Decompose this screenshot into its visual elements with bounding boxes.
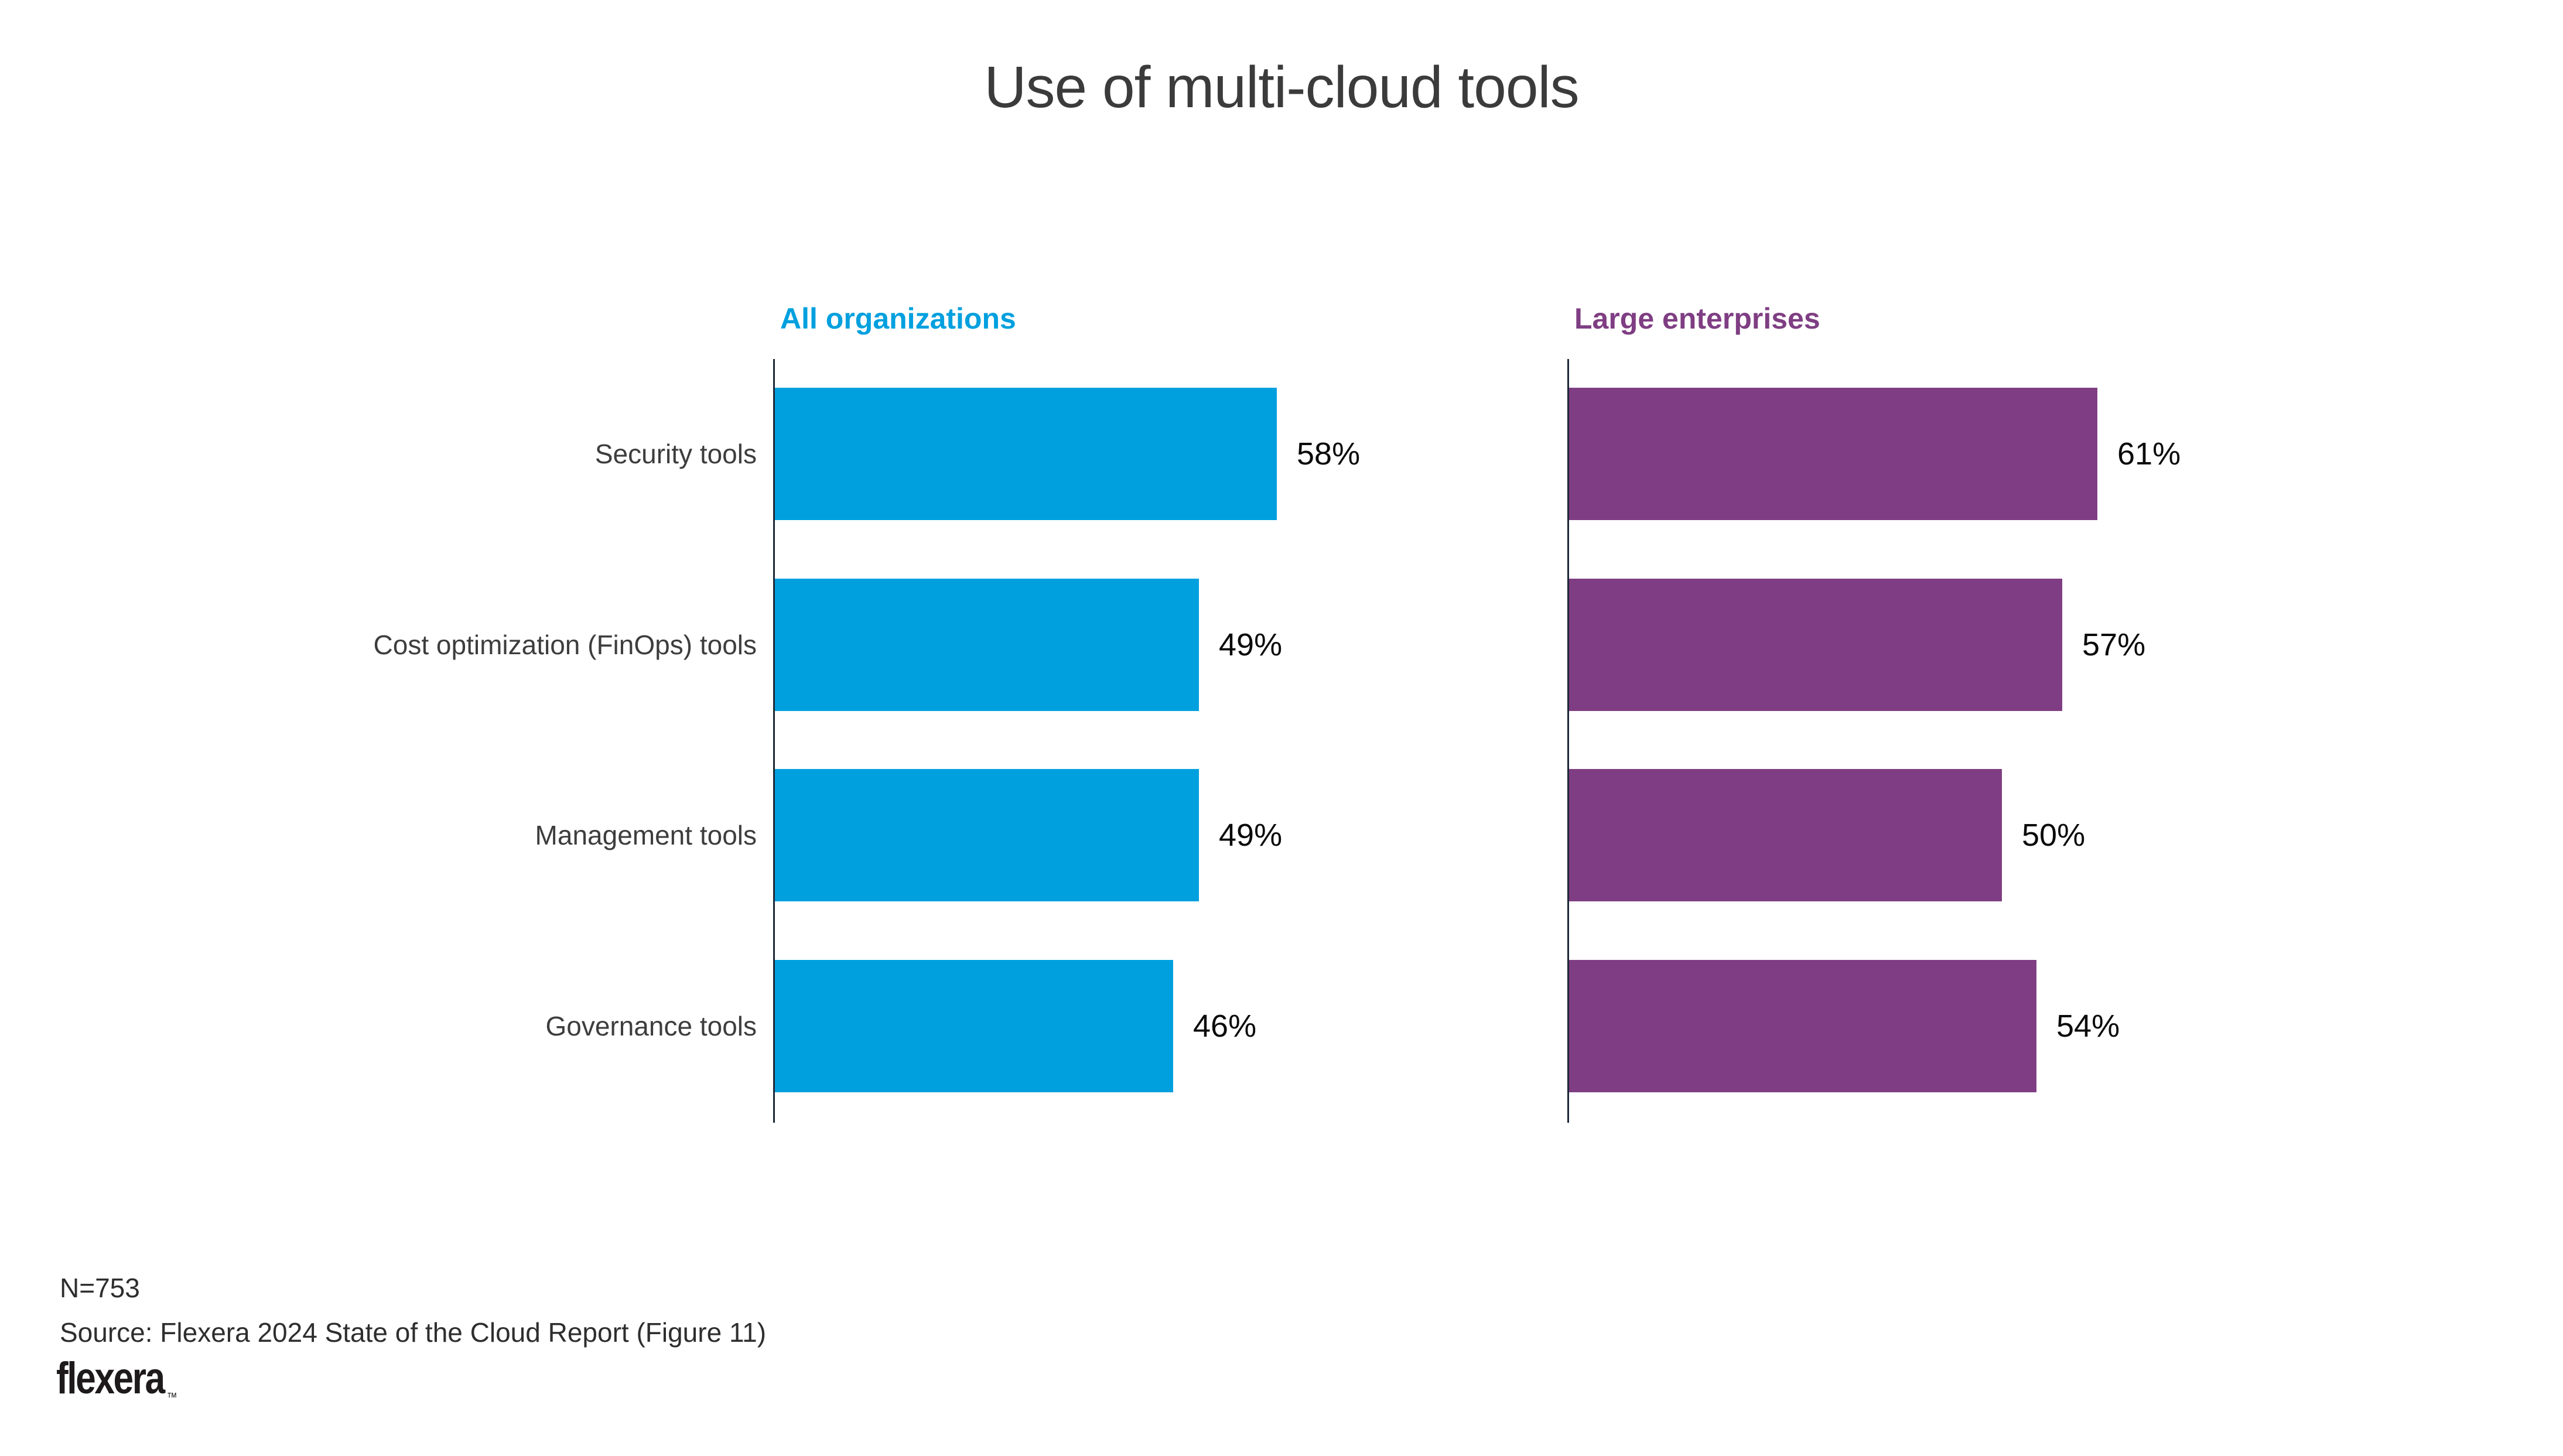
category-label-governance-tools: Governance tools — [545, 1011, 757, 1041]
panel-header-all-organizations: All organizations — [780, 302, 1016, 335]
flexera-logo: flexera ™ — [56, 1354, 177, 1411]
value-label-governance-tools-large-enterprises: 54% — [2056, 1009, 2120, 1044]
source-note: Source: Flexera 2024 State of the Cloud … — [60, 1317, 767, 1348]
category-label-cost-optimization-finops-tools: Cost optimization (FinOps) tools — [373, 630, 757, 660]
bar-governance-tools-all-organizations — [775, 960, 1173, 1092]
value-label-cost-optimization-finops-tools-large-enterprises: 57% — [2082, 627, 2146, 662]
axis-line-all-organizations — [773, 359, 775, 1123]
category-label-security-tools: Security tools — [594, 439, 757, 469]
bar-management-tools-all-organizations — [775, 769, 1199, 901]
value-label-management-tools-all-organizations: 49% — [1219, 818, 1283, 853]
value-label-management-tools-large-enterprises: 50% — [2022, 818, 2086, 853]
value-label-governance-tools-all-organizations: 46% — [1193, 1009, 1257, 1044]
value-label-cost-optimization-finops-tools-all-organizations: 49% — [1219, 627, 1283, 662]
value-label-security-tools-all-organizations: 58% — [1297, 436, 1361, 471]
bar-security-tools-large-enterprises — [1569, 388, 2097, 520]
bar-management-tools-large-enterprises — [1569, 769, 2002, 901]
bar-security-tools-all-organizations — [775, 388, 1277, 520]
axis-line-large-enterprises — [1567, 359, 1569, 1123]
sample-size-note: N=753 — [60, 1273, 140, 1303]
bar-cost-optimization-finops-tools-large-enterprises — [1569, 579, 2062, 711]
bar-cost-optimization-finops-tools-all-organizations — [775, 579, 1199, 711]
value-label-security-tools-large-enterprises: 61% — [2117, 436, 2181, 471]
bar-governance-tools-large-enterprises — [1569, 960, 2036, 1092]
flexera-logo-text: flexera — [56, 1354, 165, 1403]
panel-header-large-enterprises: Large enterprises — [1574, 302, 1820, 335]
chart-title: Use of multi-cloud tools — [984, 54, 1579, 120]
category-label-management-tools: Management tools — [535, 820, 757, 850]
trademark-symbol: ™ — [166, 1390, 177, 1404]
